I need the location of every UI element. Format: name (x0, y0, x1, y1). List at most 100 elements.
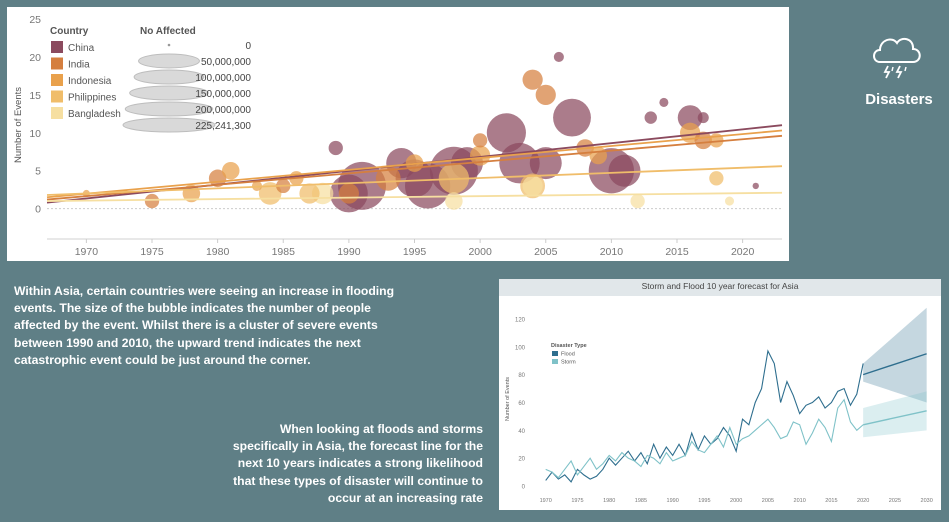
page-title: Disasters (865, 91, 933, 108)
legend-size-marker (129, 85, 209, 101)
trend-line (46, 129, 783, 199)
bubble-point (697, 112, 709, 124)
legend-swatch (51, 107, 63, 119)
y-tick-label: 15 (29, 90, 41, 102)
bubble-point (677, 105, 703, 131)
series-line (545, 349, 864, 483)
story-text-forecast: When looking at floods and storms specif… (232, 422, 483, 505)
bubble-point (470, 145, 491, 166)
legend-country-label: Indonesia (68, 76, 112, 87)
forecast-x-tick-label: 1990 (667, 498, 679, 504)
forecast-line (863, 410, 927, 426)
forecast-y-tick-label: 60 (518, 401, 525, 407)
forecast-y-tick-label: 40 (518, 429, 525, 435)
forecast-y-axis-label: Number of Events (505, 377, 511, 421)
forecast-x-tick-label: 1995 (698, 498, 710, 504)
bubble-point (486, 113, 526, 153)
forecast-chart: 0 20 40 60 80 100 120 1970 1975 1980 1985 1990 1995 2… (505, 307, 933, 504)
y-tick-label: 20 (29, 52, 41, 64)
bubble-point (445, 192, 463, 210)
bubble-point (659, 97, 669, 107)
trend-line (46, 165, 783, 196)
bubble-point (328, 140, 343, 156)
legend-size-title: No Affected (140, 26, 196, 37)
legend-country-label: India (68, 60, 90, 71)
bubble-point (522, 175, 543, 197)
bubble-point (589, 146, 608, 165)
forecast-x-tick-label: 1980 (603, 498, 615, 504)
bubble-chart-panel: 0 5 10 15 20 25 1970 1975 1980 1985 1990 1995 2000 20… (7, 7, 789, 261)
x-tick-label: 1985 (272, 246, 296, 258)
bubble-point (522, 69, 543, 90)
bubble-point (608, 154, 641, 187)
y-tick-label: 5 (35, 166, 41, 178)
trend-line (46, 134, 783, 201)
x-tick-label: 1970 (75, 246, 99, 258)
forecast-band (863, 391, 927, 438)
trend-line (46, 191, 783, 202)
forecast-x-tick-label: 2000 (730, 498, 742, 504)
x-tick-label: 1990 (337, 246, 361, 258)
bubble-point (338, 183, 359, 204)
story-text-trend: Within Asia, certain countries were seei… (14, 284, 395, 367)
legend-size-marker (124, 101, 214, 117)
legend-country-title: Country (50, 26, 89, 37)
x-tick-label: 1980 (206, 246, 230, 258)
forecast-y-tick-label: 100 (515, 345, 526, 351)
y-tick-label: 25 (29, 14, 41, 26)
legend-size-label: 150,000,000 (195, 89, 251, 100)
y-axis-label: Number of Events (13, 87, 24, 163)
legend-swatch (51, 74, 63, 86)
forecast-chart-panel: Storm and Flood 10 year forecast for Asi… (499, 279, 941, 510)
forecast-title-bar: Storm and Flood 10 year forecast for Asi… (499, 279, 941, 296)
x-tick-label: 2000 (468, 246, 492, 258)
bubble-point (553, 51, 564, 62)
legend-country-label: China (68, 43, 95, 54)
x-tick-label: 2010 (600, 246, 624, 258)
forecast-line (862, 353, 927, 376)
bubble-point (630, 193, 645, 209)
forecast-legend-label: Storm (561, 360, 576, 366)
bubble-chart: 0 5 10 15 20 25 1970 1975 1980 1985 1990 1995 2000 20… (13, 14, 783, 258)
forecast-x-tick-label: 2020 (857, 498, 869, 504)
forecast-x-tick-label: 1970 (540, 498, 552, 504)
legend-size-marker (167, 43, 171, 47)
legend-country-label: Bangladesh (68, 109, 121, 120)
x-tick-label: 1975 (140, 246, 164, 258)
bubble-point (644, 111, 657, 124)
x-tick-label: 2015 (665, 246, 689, 258)
bubble-point (724, 196, 735, 206)
legend-size-marker (122, 117, 216, 133)
legend-size-label: 100,000,000 (195, 73, 251, 84)
legend-size-label: 0 (245, 41, 251, 52)
bubble-point (221, 161, 240, 180)
bubble-point (299, 183, 320, 204)
forecast-legend-swatch (552, 351, 558, 356)
legend-swatch (51, 90, 63, 103)
legend-country-label: Philippines (68, 93, 116, 104)
legend-size-label: 50,000,000 (201, 57, 251, 68)
forecast-x-tick-label: 1975 (571, 498, 583, 504)
forecast-x-tick-label: 2005 (762, 498, 774, 504)
legend-size-marker (138, 53, 200, 69)
series-line (545, 398, 864, 479)
forecast-x-tick-label: 2030 (921, 498, 933, 504)
bubble-point (752, 182, 759, 190)
x-tick-label: 1995 (403, 246, 427, 258)
bubble-point (709, 171, 724, 186)
forecast-x-tick-label: 2025 (889, 498, 901, 504)
forecast-band (863, 307, 927, 403)
x-tick-label: 2020 (731, 246, 755, 258)
forecast-x-tick-label: 2010 (794, 498, 806, 504)
forecast-x-tick-label: 1985 (635, 498, 647, 504)
forecast-chart-title: Storm and Flood 10 year forecast for Asi… (641, 281, 799, 291)
y-tick-label: 10 (29, 128, 41, 140)
forecast-x-tick-label: 2015 (825, 498, 837, 504)
legend-size-marker (133, 69, 205, 85)
forecast-y-tick-label: 80 (518, 373, 525, 379)
legend-size-label: 200,000,000 (195, 105, 251, 116)
bubble-point (694, 131, 713, 150)
forecast-y-tick-label: 120 (515, 317, 526, 323)
y-tick-label: 0 (35, 204, 41, 216)
forecast-legend-label: Flood (561, 352, 575, 358)
